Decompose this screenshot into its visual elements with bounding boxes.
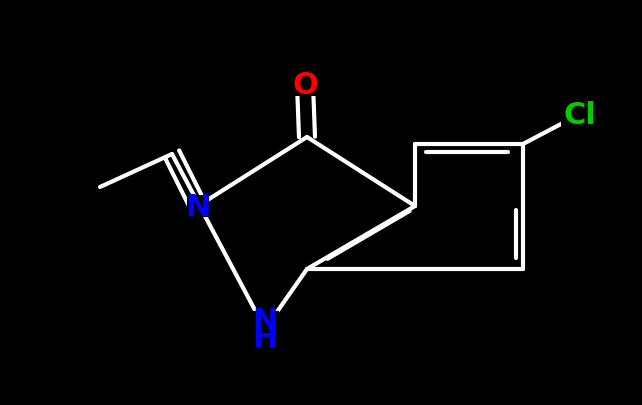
Text: O: O: [292, 70, 318, 99]
FancyBboxPatch shape: [561, 102, 599, 128]
Text: N: N: [186, 192, 211, 221]
FancyBboxPatch shape: [251, 311, 279, 347]
Text: N: N: [252, 307, 278, 336]
Text: Cl: Cl: [564, 100, 596, 129]
Text: H: H: [252, 324, 278, 353]
FancyBboxPatch shape: [293, 73, 317, 97]
FancyBboxPatch shape: [187, 196, 209, 217]
